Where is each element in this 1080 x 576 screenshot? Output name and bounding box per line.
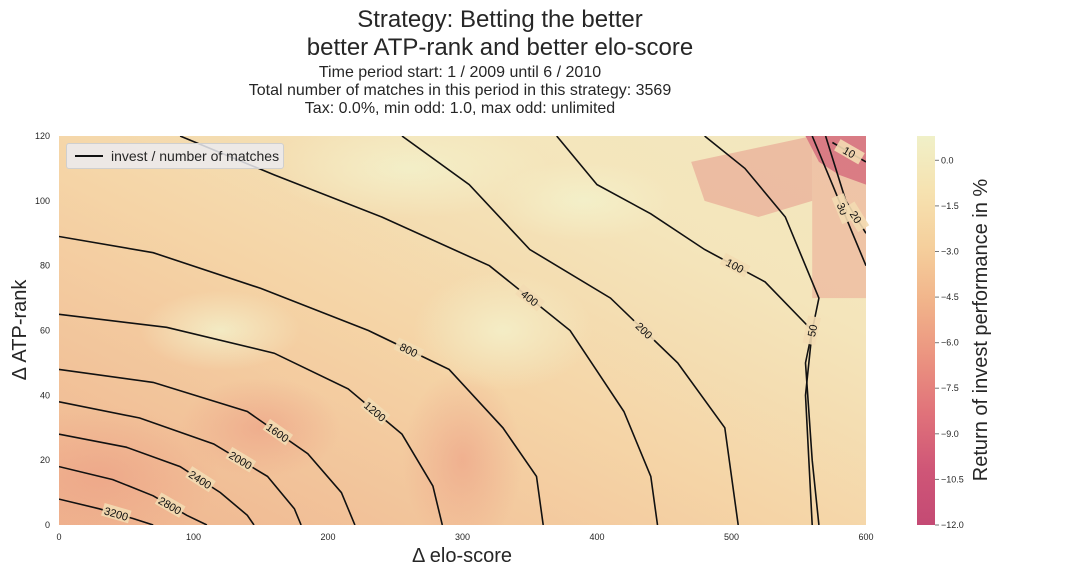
contour-label-bg — [802, 315, 821, 346]
x-tick-label: 300 — [455, 532, 470, 542]
y-tick-label: 120 — [35, 131, 50, 141]
colorbar-tick-label: −6.0 — [941, 338, 959, 348]
y-tick-label: 60 — [40, 326, 50, 336]
contour-label-bg — [843, 201, 870, 233]
contour-label-bg — [719, 252, 751, 278]
y-tick-label: 20 — [40, 455, 50, 465]
heatmap-patch — [59, 406, 220, 525]
x-axis-label: Δ elo-score — [412, 545, 512, 567]
colorbar-tick-label: −4.5 — [941, 292, 959, 302]
contour-label-bg — [262, 418, 294, 446]
contour-label-bg — [101, 503, 132, 524]
y-tick-label: 0 — [45, 520, 50, 530]
x-tick-label: 500 — [724, 532, 739, 542]
heatmap-patch — [402, 370, 523, 525]
colorbar-tick-label: −12.0 — [941, 520, 964, 530]
heatmap-patch — [493, 160, 674, 241]
colorbar-tick-label: −1.5 — [941, 201, 959, 211]
colorbar-tick-label: 0.0 — [941, 155, 954, 165]
subtitle-line-3: Tax: 0.0%, min odd: 1.0, max odd: unlimi… — [304, 100, 616, 117]
y-axis-label: Δ ATP-rank — [9, 279, 31, 381]
y-axis-ticks: 0 20 40 60 80 100 120 — [35, 131, 50, 530]
chart-subtitle: Time period start: 1 / 2009 until 6 / 20… — [0, 64, 920, 118]
title-line-1: Strategy: Betting the better — [357, 6, 643, 33]
y-tick-label: 100 — [35, 196, 50, 206]
colorbar — [917, 136, 935, 525]
contour-label-bg — [360, 397, 391, 426]
contour-label-bg — [185, 466, 216, 493]
legend-line-swatch — [75, 155, 103, 157]
x-tick-label: 600 — [858, 532, 873, 542]
contour-label-50: 50 — [806, 323, 820, 337]
title-line-2: better ATP-rank and better elo-score — [306, 34, 694, 61]
subtitle-line-1: Time period start: 1 / 2009 until 6 / 20… — [318, 64, 602, 81]
colorbar-tick-label: −10.5 — [941, 474, 964, 484]
contour-line-1200 — [59, 313, 444, 525]
contour-line-200 — [401, 136, 739, 525]
heatmap-patch — [412, 270, 593, 391]
x-axis-ticks: 0 100 200 300 400 500 600 — [56, 532, 873, 542]
heatmap-patch — [268, 136, 549, 219]
contour-label-bg — [393, 337, 425, 362]
heatmap-patch — [140, 290, 301, 371]
heatmap-area — [59, 136, 866, 525]
contour-line-2800 — [59, 465, 208, 525]
y-tick-label: 40 — [40, 390, 50, 400]
contour-label-20: 20 — [847, 209, 864, 226]
colorbar-tick-label: −3.0 — [941, 247, 959, 257]
y-tick-label: 80 — [40, 261, 50, 271]
subtitle-line-2: Total number of matches in this period i… — [248, 82, 672, 99]
colorbar-ticks: 0.0 −1.5 −3.0 −4.5 −6.0 −7.5 −9.0 −10.5 −12.0 — [935, 155, 964, 530]
colorbar-tick-label: −9.0 — [941, 429, 959, 439]
x-tick-label: 0 — [56, 532, 61, 542]
x-tick-label: 100 — [186, 532, 201, 542]
legend-label: invest / number of matches — [111, 148, 280, 164]
colorbar-tick-label: −7.5 — [941, 383, 959, 393]
heatmap-patch — [180, 377, 341, 478]
chart-title: Strategy: Betting the better better ATP-… — [0, 6, 1000, 62]
x-tick-label: 400 — [589, 532, 604, 542]
contour-label-10: 10 — [840, 145, 857, 162]
contour-label-bg — [225, 446, 257, 473]
contour-line-50 — [704, 136, 820, 525]
colorbar-label: Return of invest performance in % — [970, 179, 992, 482]
contour-label-bg — [834, 139, 865, 165]
contour-label-bg — [629, 315, 660, 345]
contour-label-30: 30 — [834, 201, 850, 217]
contour-label-bg — [515, 283, 546, 312]
contour-label-bg — [154, 492, 186, 518]
legend: invest / number of matches — [66, 143, 284, 169]
x-tick-label: 200 — [320, 532, 335, 542]
